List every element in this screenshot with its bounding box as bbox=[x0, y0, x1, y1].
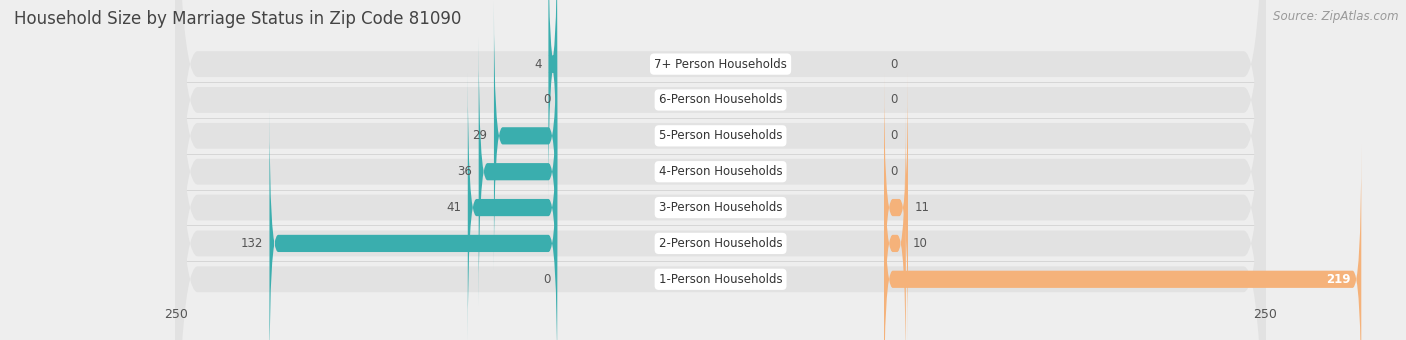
FancyBboxPatch shape bbox=[176, 0, 1265, 340]
FancyBboxPatch shape bbox=[494, 1, 557, 271]
Text: 6-Person Households: 6-Person Households bbox=[659, 94, 782, 106]
Text: 29: 29 bbox=[472, 129, 488, 142]
FancyBboxPatch shape bbox=[176, 0, 1265, 340]
FancyBboxPatch shape bbox=[884, 73, 908, 340]
FancyBboxPatch shape bbox=[176, 0, 1265, 340]
Text: Source: ZipAtlas.com: Source: ZipAtlas.com bbox=[1274, 10, 1399, 23]
Text: 0: 0 bbox=[890, 129, 898, 142]
Text: 4-Person Households: 4-Person Households bbox=[659, 165, 782, 178]
Text: 11: 11 bbox=[914, 201, 929, 214]
Text: 5-Person Households: 5-Person Households bbox=[659, 129, 782, 142]
FancyBboxPatch shape bbox=[478, 37, 557, 307]
Text: 0: 0 bbox=[890, 94, 898, 106]
Text: 2-Person Households: 2-Person Households bbox=[659, 237, 782, 250]
FancyBboxPatch shape bbox=[176, 0, 1265, 340]
FancyBboxPatch shape bbox=[548, 0, 557, 199]
FancyBboxPatch shape bbox=[468, 73, 557, 340]
Text: 41: 41 bbox=[446, 201, 461, 214]
Text: 0: 0 bbox=[543, 94, 551, 106]
Text: 219: 219 bbox=[1326, 273, 1350, 286]
Text: 36: 36 bbox=[457, 165, 472, 178]
FancyBboxPatch shape bbox=[270, 108, 557, 340]
Text: 132: 132 bbox=[240, 237, 263, 250]
FancyBboxPatch shape bbox=[176, 0, 1265, 340]
Text: 3-Person Households: 3-Person Households bbox=[659, 201, 782, 214]
Text: 0: 0 bbox=[890, 57, 898, 71]
Text: 4: 4 bbox=[534, 57, 541, 71]
FancyBboxPatch shape bbox=[884, 108, 905, 340]
FancyBboxPatch shape bbox=[176, 0, 1265, 340]
Text: 1-Person Households: 1-Person Households bbox=[659, 273, 782, 286]
Text: 10: 10 bbox=[912, 237, 927, 250]
Text: Household Size by Marriage Status in Zip Code 81090: Household Size by Marriage Status in Zip… bbox=[14, 10, 461, 28]
Text: 0: 0 bbox=[543, 273, 551, 286]
Text: 7+ Person Households: 7+ Person Households bbox=[654, 57, 787, 71]
FancyBboxPatch shape bbox=[176, 0, 1265, 340]
FancyBboxPatch shape bbox=[884, 144, 1361, 340]
Text: 0: 0 bbox=[890, 165, 898, 178]
